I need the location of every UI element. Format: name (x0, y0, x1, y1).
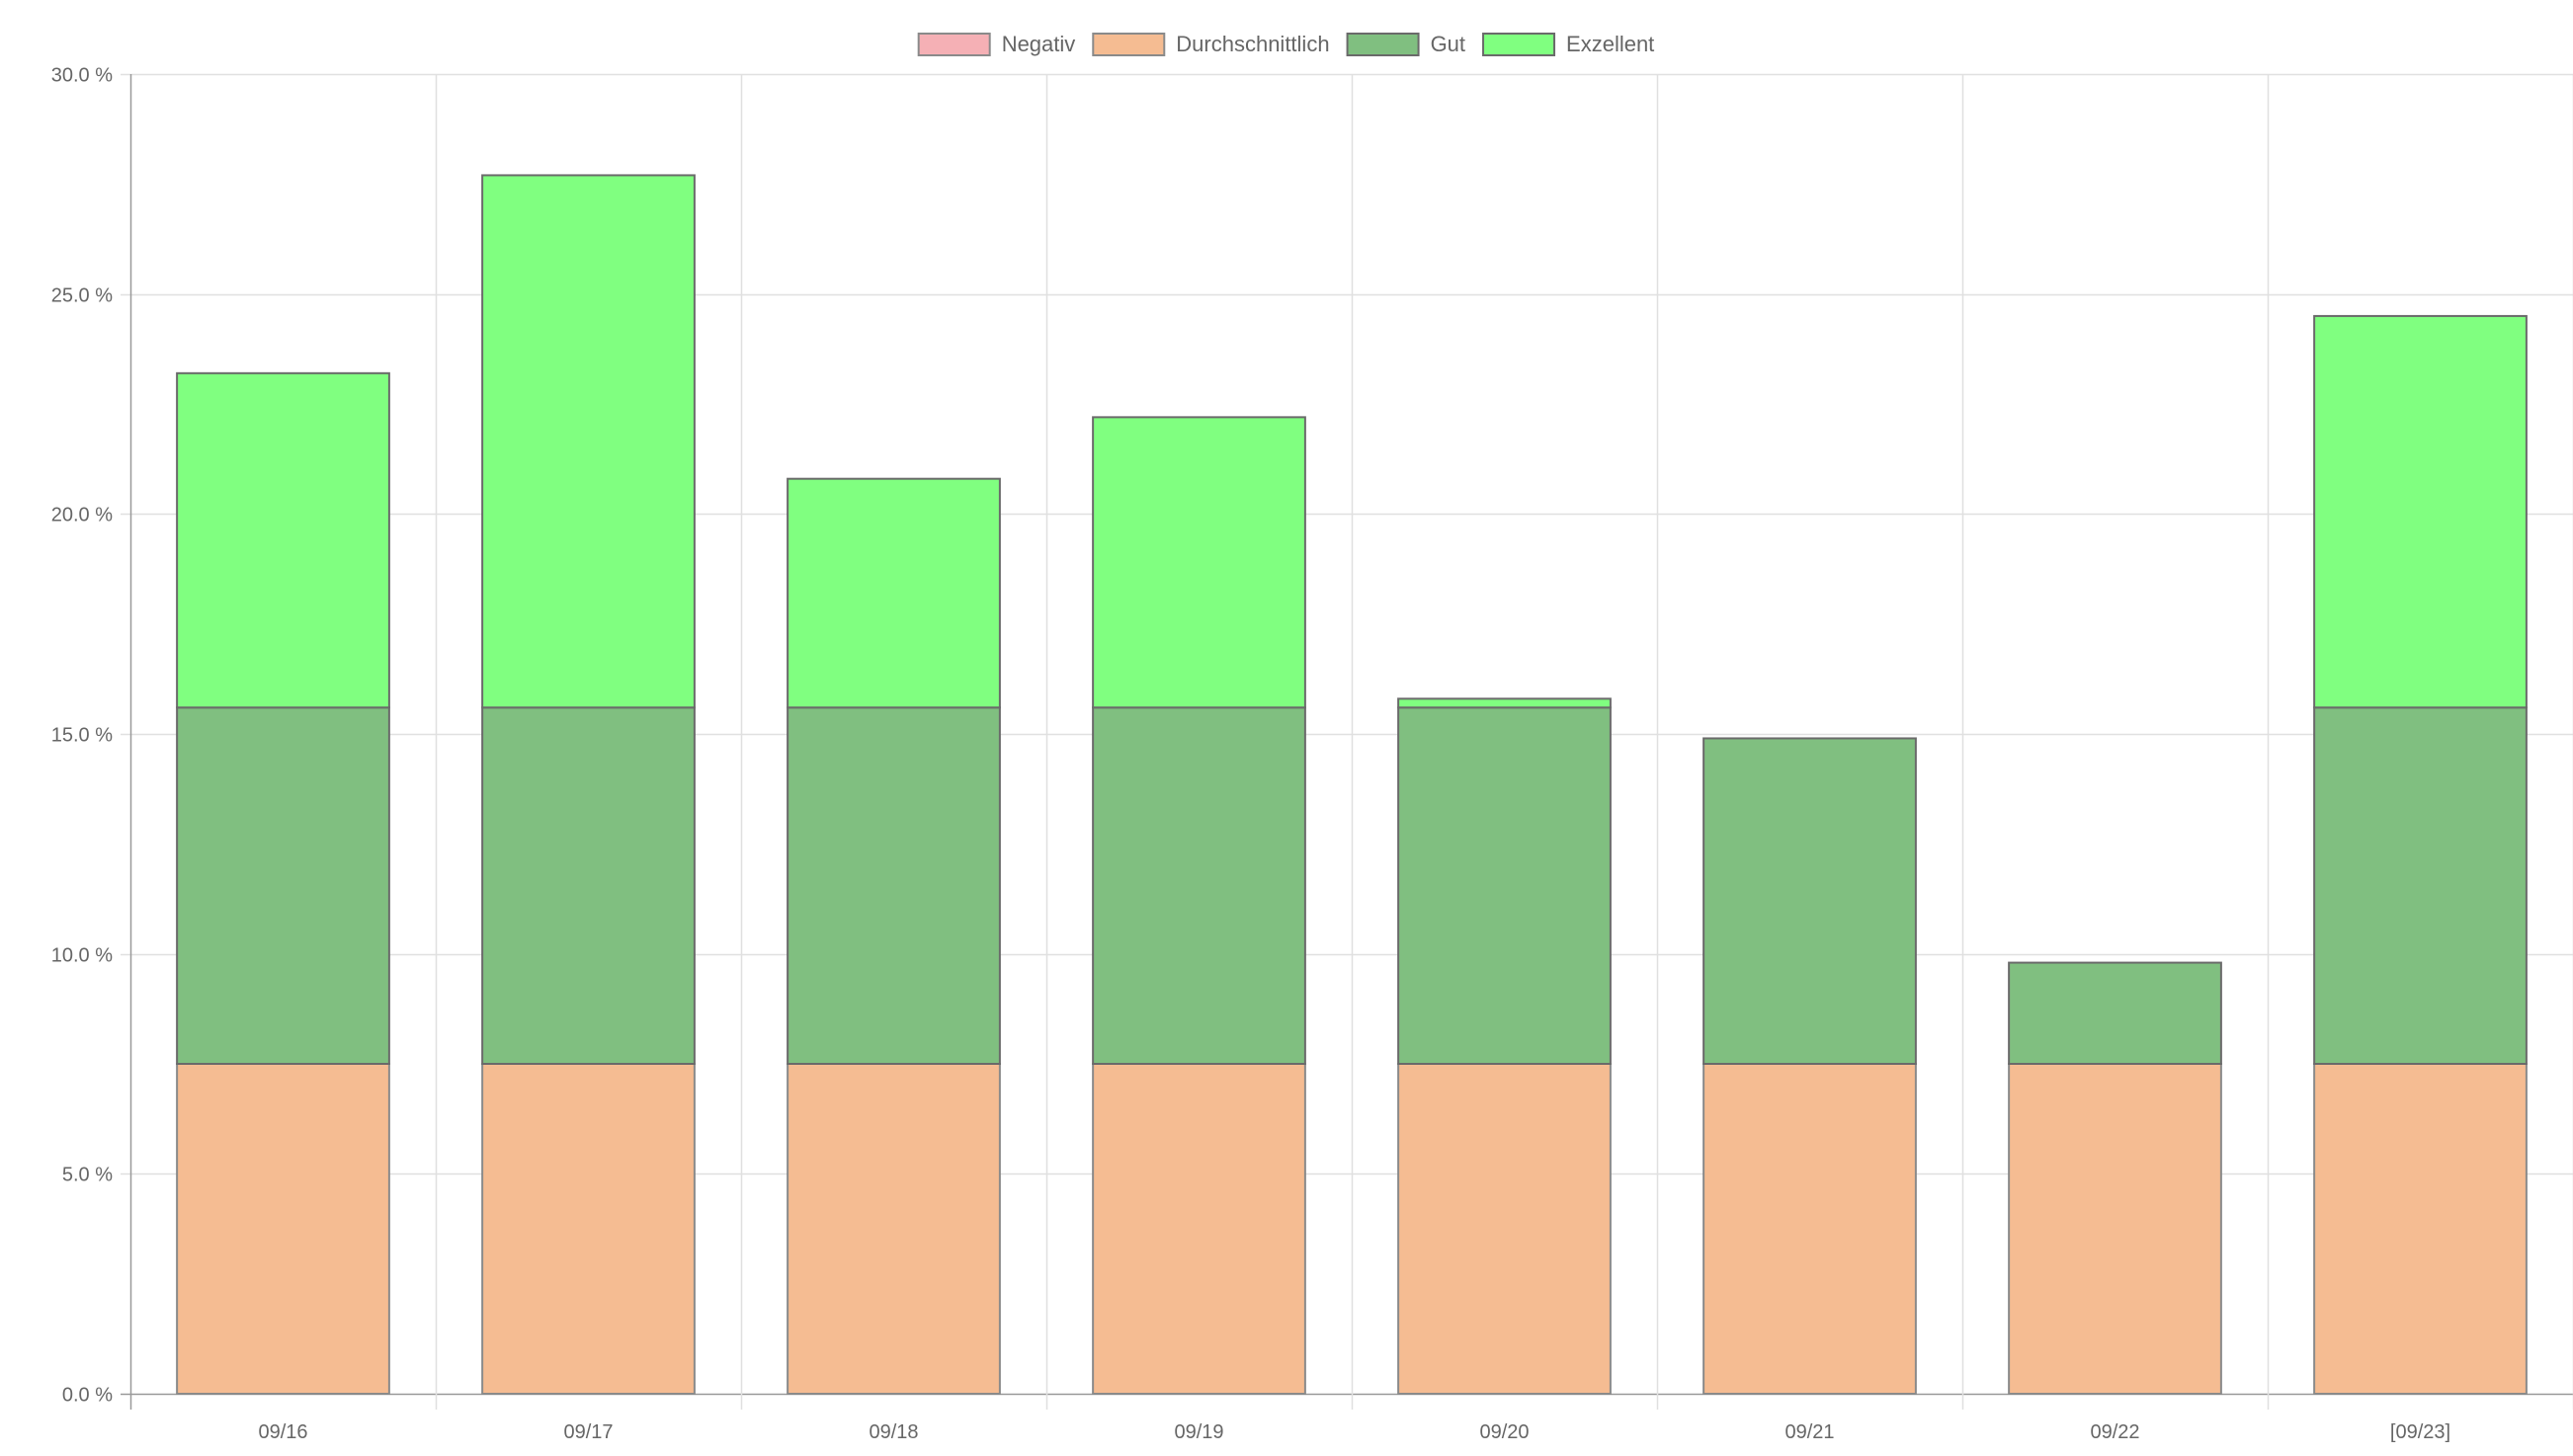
axes-layer: 0.0 % 5.0 % 10.0 % 15.0 % 20.0 % 25.0 % 30.0 %… (51, 65, 2450, 1444)
y-tick-label: 0.0 % (62, 1385, 113, 1407)
legend[interactable]: Negativ Durchschnittlich Gut Exzellent (917, 32, 1655, 56)
bar-segment-exzellent[interactable] (1397, 697, 1612, 709)
x-tick-label: 09/21 (1784, 1421, 1834, 1443)
legend-item-negativ[interactable]: Negativ (917, 32, 1076, 56)
bar-segment-durchschnittlich[interactable] (176, 1063, 390, 1395)
legend-item-exzellent[interactable]: Exzellent (1482, 32, 1654, 56)
bar-segment-exzellent[interactable] (481, 174, 696, 709)
bar-segment-gut[interactable] (1397, 706, 1612, 1066)
legend-item-gut[interactable]: Gut (1346, 32, 1465, 56)
x-tick-label: 09/19 (1174, 1421, 1223, 1443)
legend-label: Exzellent (1566, 32, 1654, 56)
x-tick-label: 09/22 (2090, 1421, 2139, 1443)
bar-segment-gut[interactable] (176, 706, 390, 1066)
legend-swatch (1482, 33, 1556, 56)
x-tick-label: [09/23] (2390, 1421, 2450, 1443)
bar-segment-gut[interactable] (1702, 737, 1917, 1065)
y-tick-label: 10.0 % (51, 945, 113, 967)
legend-label: Gut (1431, 32, 1465, 56)
bar-segment-exzellent[interactable] (2313, 314, 2528, 709)
legend-item-durchschnittlich[interactable]: Durchschnittlich (1092, 32, 1330, 56)
bar-segment-gut[interactable] (787, 706, 1001, 1066)
y-tick-label: 20.0 % (51, 505, 113, 526)
bar-segment-exzellent[interactable] (176, 371, 390, 709)
bar-segment-durchschnittlich[interactable] (2313, 1063, 2528, 1395)
bar-segment-durchschnittlich[interactable] (481, 1063, 696, 1395)
bar-segment-durchschnittlich[interactable] (2008, 1063, 2222, 1395)
bar-segment-durchschnittlich[interactable] (787, 1063, 1001, 1395)
x-tick-label: 09/20 (1479, 1421, 1529, 1443)
y-tick-label: 25.0 % (51, 285, 113, 307)
x-tick-label: 09/16 (258, 1421, 307, 1443)
bar-segment-gut[interactable] (2313, 706, 2528, 1066)
y-tick-label: 5.0 % (62, 1165, 113, 1186)
x-tick-label: 09/17 (563, 1421, 613, 1443)
bar-segment-durchschnittlich[interactable] (1092, 1063, 1306, 1395)
bar-segment-exzellent[interactable] (787, 477, 1001, 709)
bar-segment-durchschnittlich[interactable] (1702, 1063, 1917, 1395)
y-tick-label: 30.0 % (51, 65, 113, 87)
bar-segment-gut[interactable] (481, 706, 696, 1066)
bars-layer (176, 174, 2528, 1395)
legend-label: Negativ (1002, 32, 1076, 56)
legend-label: Durchschnittlich (1176, 32, 1329, 56)
y-tick-label: 15.0 % (51, 725, 113, 747)
legend-swatch (917, 33, 991, 56)
bar-segment-gut[interactable] (2008, 961, 2222, 1065)
legend-swatch (1346, 33, 1420, 56)
bar-segment-gut[interactable] (1092, 706, 1306, 1066)
bar-segment-durchschnittlich[interactable] (1397, 1063, 1612, 1395)
bar-segment-exzellent[interactable] (1092, 416, 1306, 709)
x-tick-label: 09/18 (869, 1421, 918, 1443)
legend-swatch (1092, 33, 1166, 56)
